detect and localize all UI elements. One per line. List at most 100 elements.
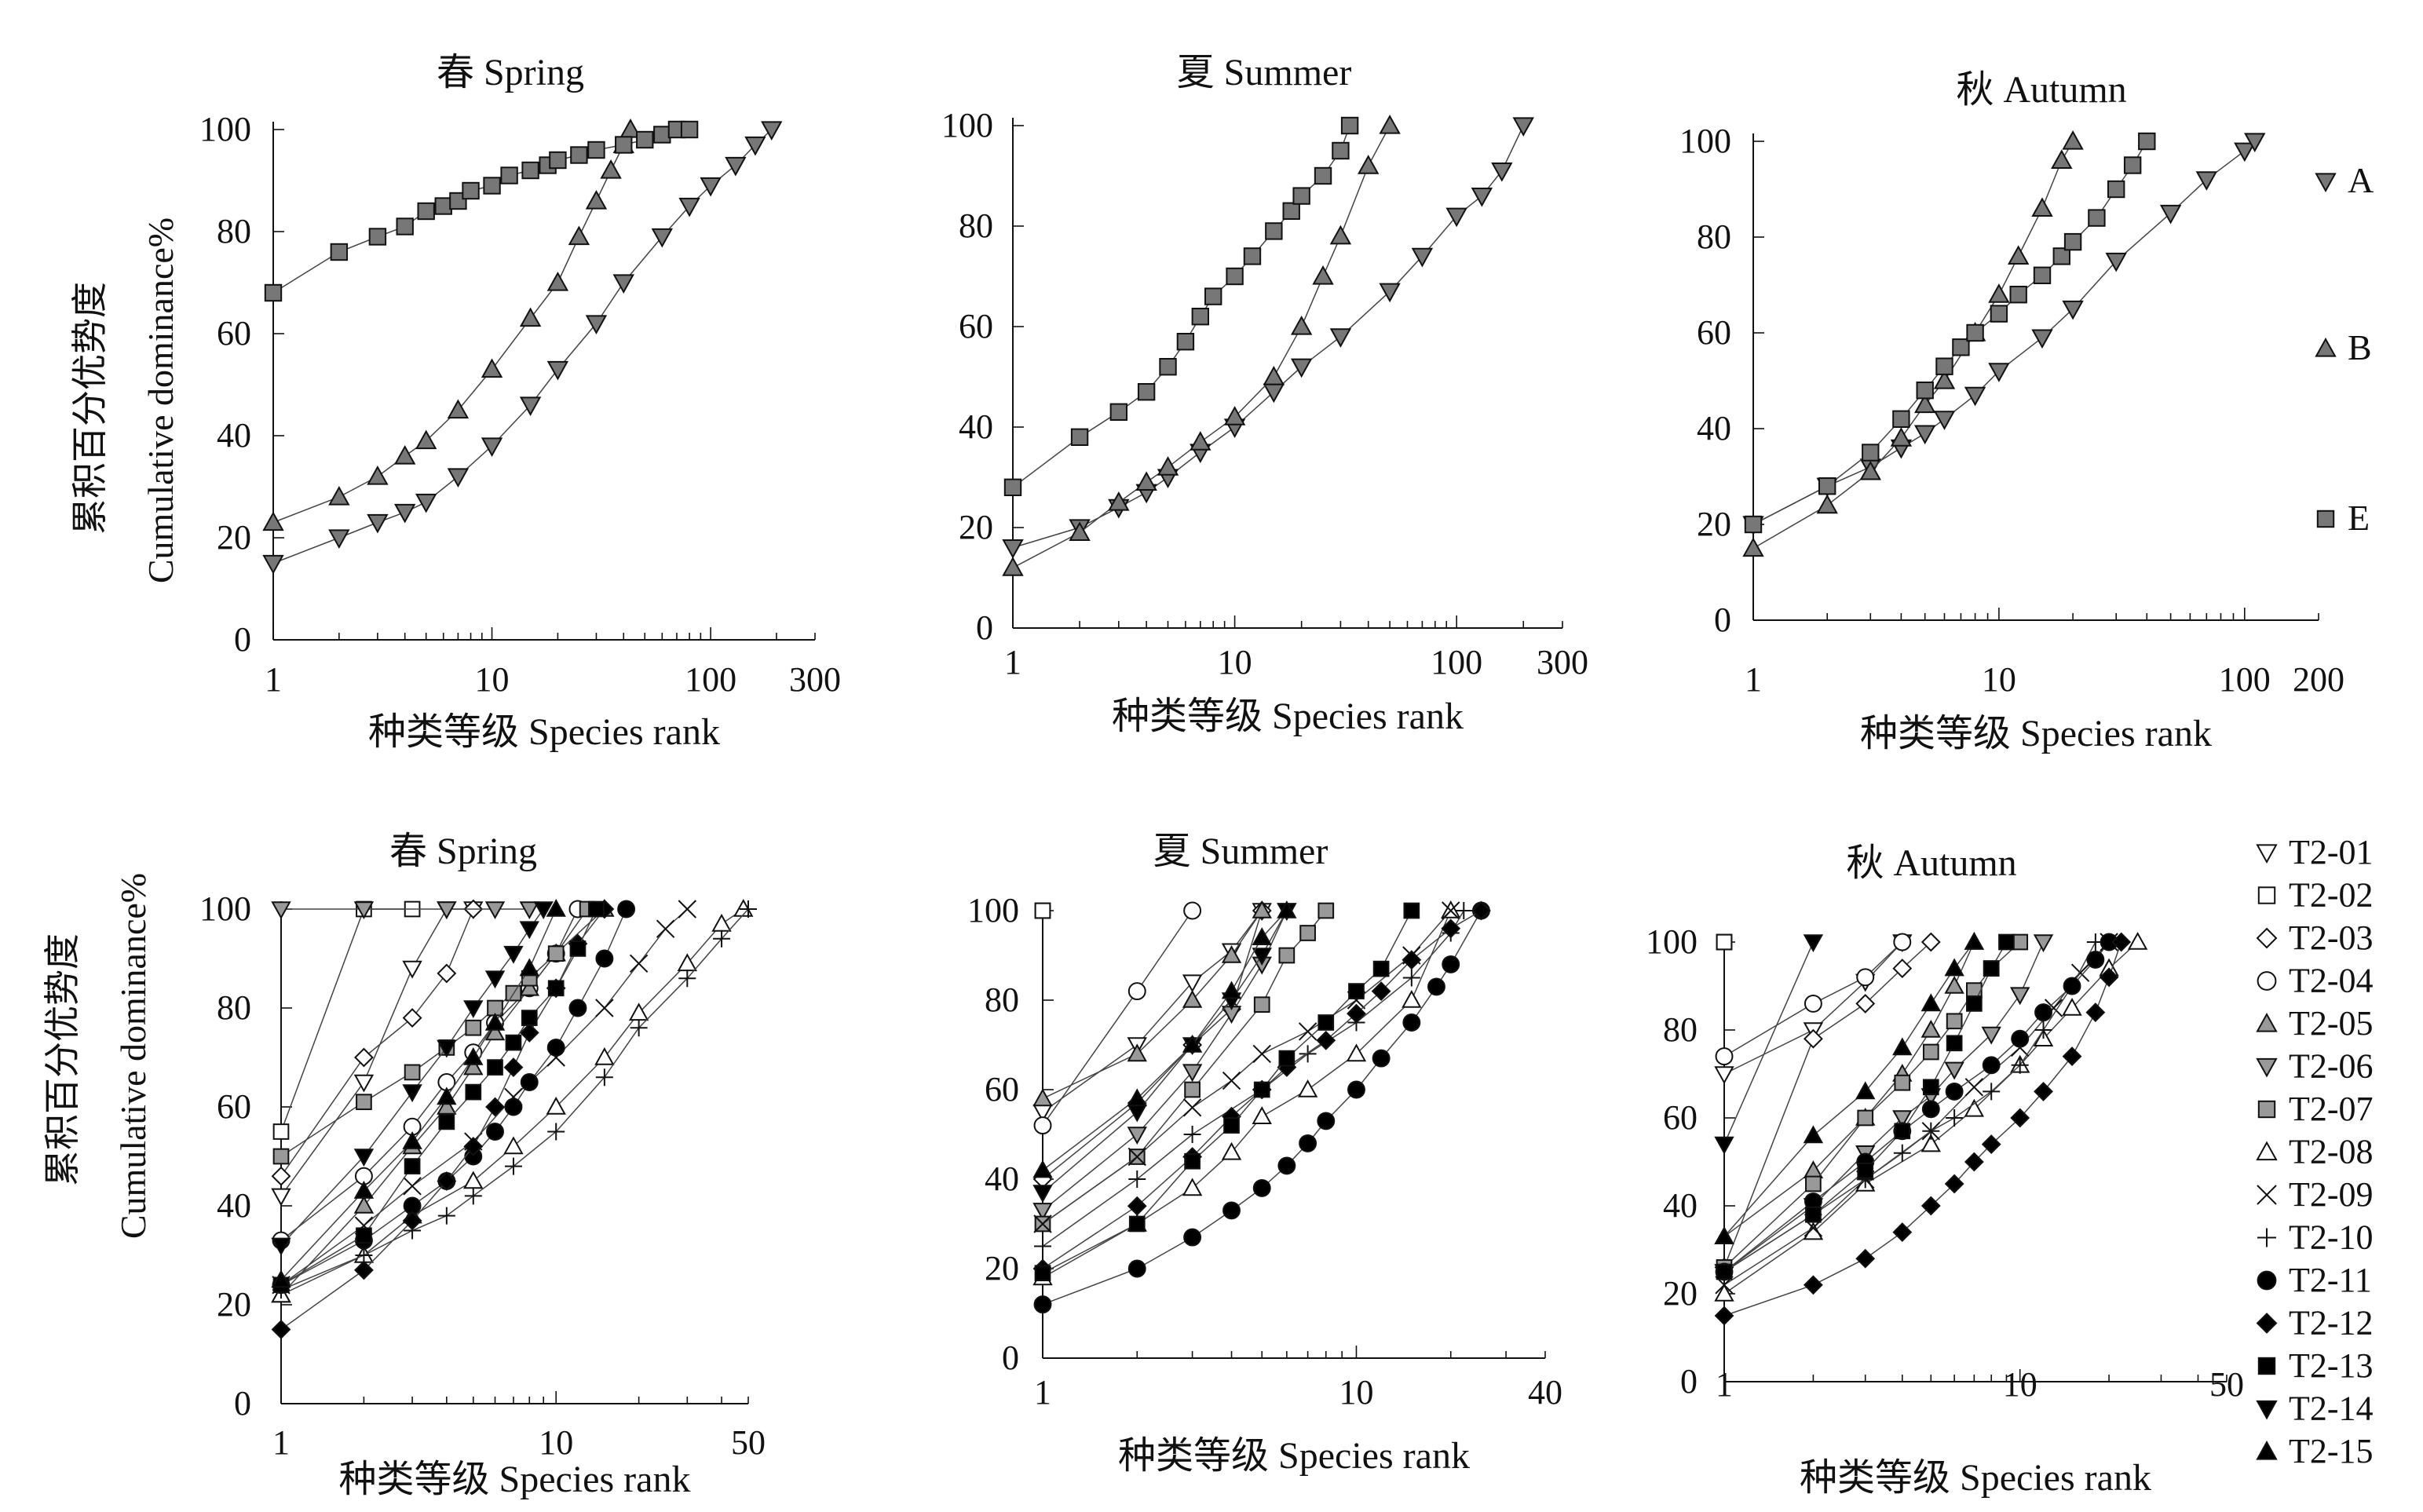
data-point [1032, 1185, 1053, 1203]
data-point [585, 189, 608, 210]
data-point [1190, 431, 1212, 451]
data-point [1253, 996, 1270, 1013]
legend-marker [2257, 971, 2277, 991]
y-tick-label: 0 [976, 608, 993, 647]
data-point [1002, 539, 1024, 559]
data-point [1252, 900, 1272, 919]
data-point [519, 307, 542, 327]
series-line [1042, 910, 1413, 1274]
data-point [519, 977, 539, 996]
x-tick-label: 200 [2293, 660, 2344, 699]
y-tick-label: 100 [1646, 922, 1698, 961]
y-tick-label: 40 [1697, 409, 1731, 447]
data-point [404, 1158, 421, 1174]
data-point [1253, 1081, 1270, 1098]
series-line [1042, 910, 1464, 1247]
x-axis-label: 种类等级 Species rank [368, 711, 720, 753]
data-point [1920, 993, 1942, 1012]
chart-title: 春 Spring [389, 831, 537, 872]
data-point [1033, 1295, 1052, 1314]
data-point [1471, 188, 1493, 207]
data-point [1329, 328, 1352, 348]
legend-label: T2-09 [2289, 1175, 2374, 1214]
chart-title: 秋 Autumn [1956, 69, 2126, 111]
legend-marker [2256, 1313, 2278, 1334]
series-A [262, 121, 783, 575]
y-tick-label: 80 [1663, 1010, 1698, 1049]
data-point [546, 1096, 566, 1115]
series-line [1723, 941, 1903, 1057]
data-point [1922, 1043, 1939, 1061]
data-point [546, 360, 569, 381]
data-point [1137, 383, 1156, 401]
data-point [547, 1123, 565, 1141]
legend-marker [2256, 1057, 2278, 1078]
data-point [612, 274, 634, 294]
legend-label: T2-01 [2289, 833, 2374, 871]
data-point [1804, 994, 1822, 1013]
series-line [280, 908, 588, 1157]
data-point [2051, 149, 2073, 169]
data-point [1182, 1034, 1203, 1053]
y-tick-label: 100 [967, 891, 1019, 929]
series-T2-12 [1714, 932, 2132, 1326]
data-point [1252, 1178, 1271, 1197]
data-point [2033, 266, 2052, 285]
legend-item-B: B [2315, 327, 2372, 367]
data-point [464, 1187, 482, 1205]
data-point [438, 1113, 455, 1130]
series-T2-04 [1033, 901, 1202, 1135]
data-point [465, 1083, 482, 1101]
data-point [484, 1022, 506, 1041]
data-point [1966, 323, 1984, 342]
data-point [1332, 141, 1350, 160]
data-point [1002, 557, 1024, 576]
data-point [415, 493, 437, 513]
data-point [713, 929, 731, 948]
y-axis-label-en: Cumulative dominance% [141, 217, 181, 583]
chart-title: 夏 Summer [1153, 831, 1328, 872]
data-point [1298, 1022, 1317, 1041]
legend-marker [2256, 927, 2278, 949]
data-point [463, 1000, 484, 1019]
legend-label: T2-06 [2289, 1047, 2374, 1086]
data-point [2063, 977, 2081, 995]
data-point [481, 437, 503, 458]
series-A [1742, 133, 2266, 536]
data-point [1223, 406, 1246, 425]
data-point [600, 159, 622, 179]
legend-item-T2-13: T2-13 [2257, 1346, 2374, 1385]
series-line [280, 908, 627, 1286]
data-point [1714, 1283, 1734, 1302]
x-tick-label: 50 [2209, 1365, 2244, 1404]
y-tick-label: 20 [217, 518, 251, 557]
data-point [1314, 166, 1332, 185]
data-point [1998, 933, 2015, 951]
chart-title: 夏 Summer [1177, 52, 1352, 93]
y-tick-label: 80 [959, 206, 993, 245]
data-point [2012, 933, 2029, 951]
data-point [546, 1038, 565, 1057]
data-point [1221, 944, 1242, 963]
data-point [486, 1123, 504, 1141]
data-point [1127, 982, 1146, 1001]
data-point [2086, 950, 2105, 969]
data-point [1252, 927, 1272, 945]
data-point [2034, 1081, 2053, 1101]
x-tick-label: 50 [731, 1423, 766, 1462]
x-tick-label: 300 [1537, 643, 1588, 681]
y-tick-label: 60 [1697, 313, 1731, 352]
data-point [1744, 515, 1763, 534]
y-tick-label: 100 [941, 106, 993, 144]
legend-marker [2257, 1228, 2276, 1247]
legend-marker [2257, 1185, 2277, 1205]
data-point [533, 901, 554, 920]
data-point [463, 1171, 484, 1189]
data-point [1278, 947, 1296, 964]
data-point [549, 151, 567, 170]
data-point [434, 197, 452, 215]
data-point [1990, 305, 2008, 323]
y-tick-label: 80 [1697, 217, 1731, 256]
data-point [1184, 1081, 1201, 1098]
data-point [2031, 329, 2053, 349]
